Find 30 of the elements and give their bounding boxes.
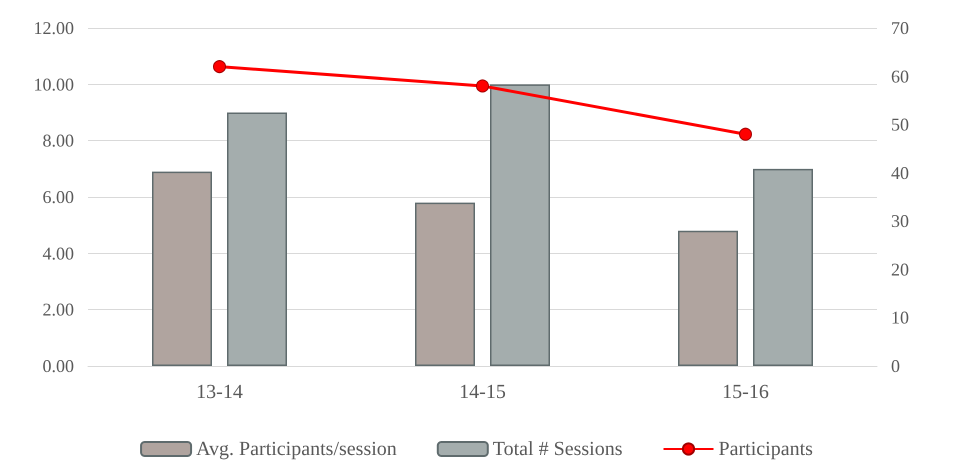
- y2-tick-label: 50: [891, 114, 909, 135]
- x-tick-label: 15-16: [722, 381, 769, 403]
- x-tick-label: 14-15: [459, 381, 506, 403]
- bar: [227, 112, 287, 366]
- y2-tick-label: 60: [891, 66, 909, 86]
- y-tick-label: 6.00: [42, 187, 74, 207]
- y-tick-label: 0.00: [42, 356, 74, 376]
- y2-tick-label: 30: [891, 211, 909, 232]
- point: [476, 79, 489, 92]
- legend-label: Participants: [718, 438, 814, 460]
- bar: [678, 230, 738, 366]
- y2-tick-label: 10: [891, 308, 909, 328]
- bar: [415, 202, 475, 366]
- y2-tick-label: 0: [891, 356, 900, 376]
- y-tick-label: 8.00: [42, 130, 74, 151]
- legend-label: Total # Sessions: [492, 438, 623, 460]
- y-tick-label: 10.00: [34, 74, 74, 94]
- y-tick-label: 4.00: [42, 243, 74, 264]
- y2-tick-label: 40: [891, 162, 909, 183]
- y2-tick-label: 70: [891, 18, 909, 38]
- point: [739, 128, 752, 141]
- y-tick-label: 12.00: [34, 18, 74, 38]
- bar: [753, 168, 813, 366]
- legend-label: Avg. Participants/session: [196, 438, 397, 460]
- y-tick-label: 2.00: [42, 300, 74, 320]
- x-tick-label: 13-14: [196, 381, 243, 403]
- bar: [152, 172, 212, 366]
- bar: [490, 84, 550, 366]
- point: [213, 60, 226, 74]
- y2-tick-label: 20: [891, 259, 909, 280]
